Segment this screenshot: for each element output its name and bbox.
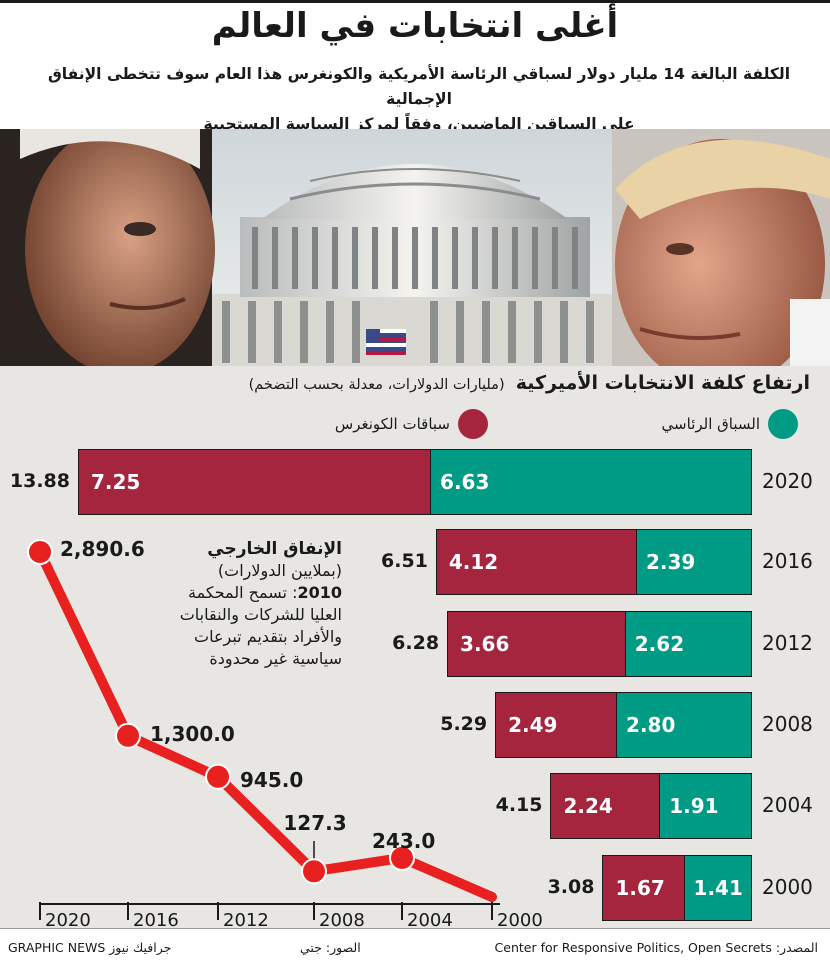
- bar-presidential-2016: 2.39: [635, 529, 752, 595]
- line-tick-label-2008: 2008: [319, 910, 365, 928]
- bar-total-2012: 6.28: [392, 632, 440, 654]
- bar-chart-title: ارتفاع كلفة الانتخابات الأميركية (مليارا…: [249, 372, 810, 394]
- legend-dot-presidential-icon: [768, 409, 798, 439]
- top-rule: [0, 0, 830, 3]
- bar-year-2000: 2000: [762, 875, 813, 899]
- annotation-line-2: والأفراد بتقديم تبرعات: [194, 627, 342, 646]
- bar-total-2000: 3.08: [547, 876, 595, 898]
- bar-year-2008: 2008: [762, 712, 813, 736]
- bar-presidential-2004: 1.91: [659, 773, 752, 839]
- annotation-year: 2010: [297, 583, 342, 602]
- subtitle-line-1: الكلفة البالغة 14 مليار دولار لسباقي الر…: [47, 65, 791, 108]
- bar-chart-title-text: ارتفاع كلفة الانتخابات الأميركية: [515, 372, 810, 394]
- bar-congress-2016: 4.12: [435, 529, 637, 595]
- line-tick-label-2012: 2012: [223, 910, 269, 928]
- annotation-line-1: العليا للشركات والنقابات: [179, 605, 342, 624]
- line-chart-annotation: 2010: تسمح المحكمة: [180, 582, 342, 604]
- line-point-2020: [27, 539, 53, 565]
- line-chart-subtitle: (بملايين الدولارات): [217, 561, 342, 580]
- footer-source: المصدر: Center for Responsive Politics, …: [494, 940, 818, 955]
- left-portrait-icon: [0, 129, 215, 366]
- bar-year-2020: 2020: [762, 469, 813, 493]
- footer-divider: [0, 928, 830, 929]
- bar-congress-2008: 2.49: [495, 692, 618, 758]
- bar-total-2008: 5.29: [440, 713, 488, 735]
- capitol-dome-icon: [212, 164, 612, 366]
- line-tick-label-2004: 2004: [407, 910, 453, 928]
- legend-label-congress: سباقات الكونغرس: [334, 415, 450, 433]
- bar-year-2016: 2016: [762, 549, 813, 573]
- candidates-capitol-photo: [0, 129, 830, 366]
- legend-label-presidential: السباق الرئاسي: [661, 415, 760, 433]
- bar-congress-2012: 3.66: [447, 611, 626, 677]
- bar-presidential-2008: 2.80: [616, 692, 752, 758]
- bar-total-2004: 4.15: [495, 794, 543, 816]
- line-value-label-2020: 2,890.6: [60, 537, 145, 561]
- subtitle-line-2: على السباقين الماضيين، وفقاً لمركز السيا…: [203, 115, 635, 133]
- bar-year-2004: 2004: [762, 793, 813, 817]
- line-tick-label-2000: 2000: [497, 910, 543, 928]
- line-value-label-2004: 243.0: [372, 829, 435, 853]
- page-subtitle: الكلفة البالغة 14 مليار دولار لسباقي الر…: [30, 62, 808, 137]
- line-tick-label-2020: 2020: [45, 910, 91, 928]
- line-chart-note: الإنفاق الخارجي (بملايين الدولارات) 2010…: [180, 538, 342, 670]
- line-point-2012: [205, 763, 231, 790]
- page-title: أغلى انتخابات في العالم: [211, 6, 619, 46]
- bar-year-2012: 2012: [762, 631, 813, 655]
- bar-presidential-2012: 2.62: [624, 611, 752, 677]
- line-point-2016: [115, 722, 141, 749]
- line-point-2008: [301, 858, 327, 885]
- legend-congress: سباقات الكونغرس: [335, 409, 488, 439]
- bar-congress-2004: 2.24: [550, 773, 661, 839]
- right-portrait-icon: [612, 129, 830, 366]
- annotation-first-line: : تسمح المحكمة: [188, 583, 298, 602]
- line-point-2004: [389, 844, 415, 871]
- legend-dot-congress-icon: [458, 409, 488, 439]
- line-chart-series-line: [35, 547, 497, 902]
- bar-total-2016: 6.51: [381, 550, 428, 572]
- bar-chart-subtitle: (مليارات الدولارات، معدلة بحسب التضخم): [248, 377, 505, 393]
- line-tick-label-2016: 2016: [133, 910, 179, 928]
- line-chart-title: الإنفاق الخارجي: [207, 539, 342, 559]
- bar-congress-2000: 1.67: [602, 855, 685, 921]
- line-value-label-2008: 127.3: [283, 811, 346, 835]
- line-value-label-2016: 1,300.0: [150, 722, 235, 746]
- footer-photo-credit: الصور: جتي: [300, 940, 361, 955]
- footer-brand: GRAPHIC NEWS جرافيك نيوز: [8, 940, 172, 955]
- footer: [0, 928, 830, 968]
- bar-total-2020: 13.88: [9, 470, 70, 492]
- legend-presidential: السباق الرئاسي: [662, 409, 798, 439]
- bar-presidential-2020: 6.63: [430, 449, 752, 515]
- bar-congress-2020: 7.25: [78, 449, 432, 515]
- annotation-line-3: سياسية غير محدودة: [209, 649, 342, 668]
- line-value-label-2012: 945.0: [240, 768, 303, 792]
